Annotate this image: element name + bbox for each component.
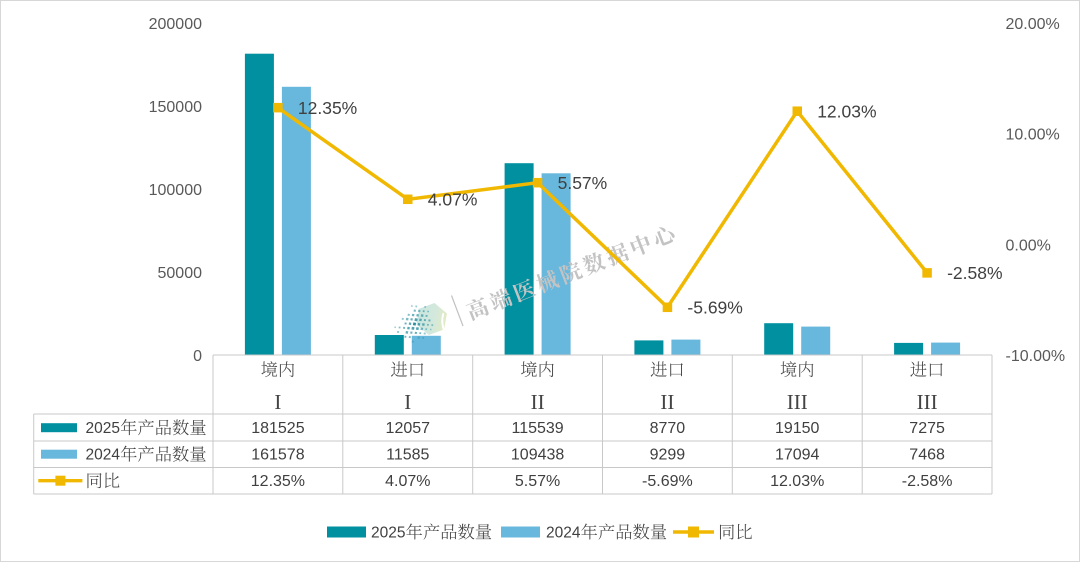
svg-text:-5.69%: -5.69% xyxy=(642,473,693,490)
svg-text:-10.00%: -10.00% xyxy=(1006,348,1066,365)
svg-text:2024: 2024 xyxy=(546,525,581,542)
svg-text:III: III xyxy=(787,390,808,414)
svg-text:12.35%: 12.35% xyxy=(298,98,357,118)
svg-text:100000: 100000 xyxy=(149,182,202,199)
svg-text:150000: 150000 xyxy=(149,99,202,116)
svg-text:10.00%: 10.00% xyxy=(1006,127,1060,144)
svg-text:8770: 8770 xyxy=(650,420,686,437)
svg-text:-5.69%: -5.69% xyxy=(687,298,742,318)
svg-text:2025: 2025 xyxy=(371,525,405,542)
svg-text:12.03%: 12.03% xyxy=(770,473,824,490)
svg-text:I: I xyxy=(274,390,281,414)
svg-text:17094: 17094 xyxy=(775,447,820,464)
svg-text:7468: 7468 xyxy=(909,447,945,464)
svg-text:12057: 12057 xyxy=(386,420,431,437)
svg-text:7275: 7275 xyxy=(909,420,945,437)
svg-text:20.00%: 20.00% xyxy=(1006,16,1060,33)
svg-text:II: II xyxy=(531,390,545,414)
svg-text:109438: 109438 xyxy=(511,447,564,464)
svg-text:II: II xyxy=(660,390,674,414)
svg-text:III: III xyxy=(917,390,938,414)
svg-text:0: 0 xyxy=(193,348,202,365)
svg-text:12.03%: 12.03% xyxy=(817,101,876,121)
svg-text:2025: 2025 xyxy=(86,420,120,437)
svg-text:115539: 115539 xyxy=(511,420,563,437)
svg-text:12.35%: 12.35% xyxy=(251,473,305,490)
svg-text:4.07%: 4.07% xyxy=(428,190,478,210)
svg-text:200000: 200000 xyxy=(149,16,202,33)
svg-text:11585: 11585 xyxy=(386,447,429,464)
svg-text:5.57%: 5.57% xyxy=(558,173,608,193)
svg-text:181525: 181525 xyxy=(251,420,304,437)
svg-text:4.07%: 4.07% xyxy=(385,473,430,490)
svg-text:50000: 50000 xyxy=(158,265,203,282)
svg-text:I: I xyxy=(404,390,411,414)
svg-text:-2.58%: -2.58% xyxy=(947,263,1002,283)
svg-text:5.57%: 5.57% xyxy=(515,473,560,490)
svg-text:161578: 161578 xyxy=(251,447,304,464)
svg-text:9299: 9299 xyxy=(650,447,686,464)
svg-text:19150: 19150 xyxy=(775,420,820,437)
svg-text:0.00%: 0.00% xyxy=(1006,237,1051,254)
svg-text:-2.58%: -2.58% xyxy=(902,473,953,490)
svg-text:2024: 2024 xyxy=(86,447,121,464)
